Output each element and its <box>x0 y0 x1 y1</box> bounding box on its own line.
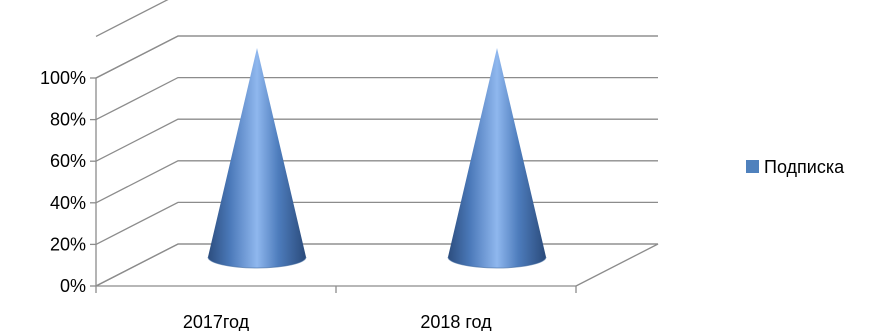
legend-label: Подписка <box>764 157 845 177</box>
cone-base-edge <box>447 256 547 269</box>
legend-swatch <box>746 160 759 173</box>
y-tick-label: 40% <box>50 193 86 213</box>
gridline <box>95 76 658 121</box>
cone-bar <box>207 48 307 269</box>
y-tick-label: 80% <box>50 110 86 130</box>
gridline <box>95 35 658 79</box>
cone-base-edge <box>207 256 307 269</box>
x-category-label: 2018 год <box>420 312 492 331</box>
gridline <box>95 201 658 245</box>
floor-outline <box>95 243 659 287</box>
gridline <box>95 160 658 204</box>
cone-bar <box>447 48 547 269</box>
legend: Подписка <box>746 157 845 177</box>
gridline <box>95 118 658 162</box>
cone-body <box>448 48 546 268</box>
back-wall-top-edge <box>95 35 658 79</box>
gridline <box>95 243 658 287</box>
y-tick-label: 0% <box>60 276 86 296</box>
y-tick-label: 20% <box>50 234 86 254</box>
y-axis-ticks: 0% 20% 40% 60% 80% 100% <box>40 68 96 296</box>
gridline <box>95 0 169 37</box>
x-category-label: 2017год <box>183 312 250 331</box>
gridlines <box>95 0 658 287</box>
cones <box>207 48 547 269</box>
y-tick-label: 60% <box>50 151 86 171</box>
x-axis-ticks: 2017год 2018 год <box>95 286 577 331</box>
cone-body <box>208 48 306 268</box>
y-tick-label: 100% <box>40 68 86 88</box>
